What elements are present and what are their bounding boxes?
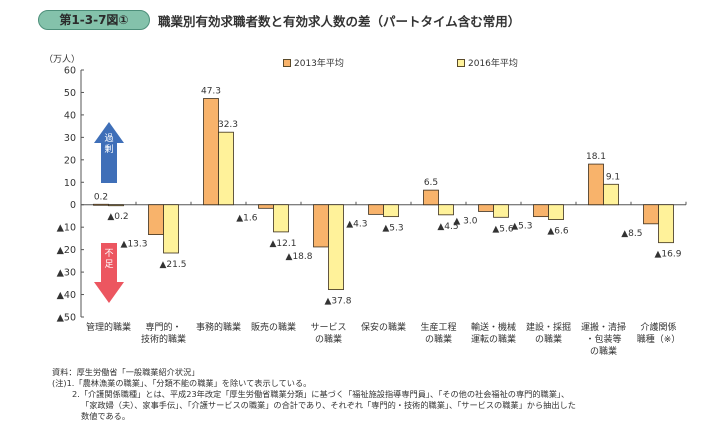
figure-number-badge: 第1-3-7図① (38, 10, 150, 30)
y-tick-label: 20 (64, 155, 76, 166)
chart-title: 職業別有効求職者数と有効求人数の差（パートタイム含む常用） (158, 14, 521, 29)
x-category-label: 生産工程 (420, 321, 456, 333)
y-tick-label: 40 (64, 110, 76, 121)
bar-2016 (328, 204, 344, 291)
x-category-label: の職業 (315, 333, 342, 345)
data-label-2016: ▲21.5 (160, 260, 187, 270)
x-category-label: 運搬・清掃 (581, 321, 626, 333)
data-label-2016: ▲12.1 (270, 239, 297, 249)
bar-2016 (383, 204, 399, 218)
bar-2013 (313, 204, 329, 248)
y-axis-unit-label: （万人） (44, 55, 81, 65)
bar-2013 (643, 204, 659, 225)
x-category-label: 販売の職業 (251, 321, 296, 333)
x-category-label: 技術的職業 (141, 333, 186, 345)
data-label-2013: ▲4.3 (346, 219, 367, 229)
y-tick-label: 30 (64, 133, 76, 144)
legend-item-2016: 2016年平均 (457, 56, 518, 69)
bar-2016 (273, 204, 289, 233)
x-category-label: 専門的・ (145, 321, 181, 333)
x-category-label: 保安の職業 (361, 321, 406, 333)
bar-2013 (93, 203, 109, 206)
data-label-2013: ▲1.6 (236, 213, 258, 223)
data-label-2013: ▲ 3.0 (453, 216, 477, 226)
bar-2016 (603, 183, 619, 206)
x-category-label: ・包装等 (585, 333, 621, 345)
x-category-label: の職業 (425, 333, 452, 345)
data-label-2016: ▲6.6 (547, 227, 569, 237)
bar-2013 (368, 204, 384, 215)
shortage-label: 不 (104, 248, 113, 259)
surplus-arrow-icon (94, 122, 124, 183)
note-1: (注)1.「農林漁業の職業」、「分類不能の職業」を除いて表示している。 (52, 378, 312, 388)
data-label-2016: ▲5.3 (382, 224, 403, 234)
note-2-line-3: 数値である。 (81, 411, 131, 421)
shortage-label: 足 (104, 259, 113, 270)
y-tick-label: 60 (64, 66, 76, 77)
y-tick-label: 0 (70, 200, 76, 211)
x-category-label: の職業 (590, 345, 617, 357)
bar-2016 (218, 131, 234, 206)
y-tick-label: ▲20 (57, 245, 76, 256)
data-label-2016: ▲37.8 (325, 297, 352, 307)
bar-2013 (203, 98, 219, 206)
bar-2013 (423, 189, 439, 206)
bar-2016 (493, 204, 509, 218)
note-2-line-2: 「家政婦（夫）、家事手伝」、「介護サービスの職業」の合計であり、それぞれ「専門的… (81, 400, 576, 410)
data-label-2013: 47.3 (201, 87, 221, 97)
bar-2013 (533, 204, 549, 218)
bar-2016 (658, 204, 674, 244)
bar-2016 (163, 204, 179, 254)
surplus-label: 剰 (104, 143, 113, 155)
data-label-2016: 32.3 (218, 120, 238, 130)
data-label-2016: ▲16.9 (655, 250, 682, 260)
bar-2016 (548, 204, 564, 220)
data-label-2013: ▲5.3 (511, 222, 532, 232)
source-note: 資料：厚生労働省「一般職業紹介状況」 (52, 367, 200, 377)
bar-2013 (588, 163, 604, 206)
data-label-2013: ▲8.5 (621, 229, 642, 239)
data-label-2013: 18.1 (586, 152, 606, 162)
data-label-2013: ▲13.3 (121, 240, 148, 250)
surplus-label: 過 (104, 133, 113, 144)
data-label-2016: 9.1 (606, 172, 620, 182)
y-tick-label: ▲50 (57, 313, 76, 324)
legend-item-2013: 2013年平均 (283, 56, 344, 69)
legend-swatch-2013 (283, 58, 291, 67)
x-category-label: 職種（※） (637, 334, 681, 345)
y-tick-label: ▲10 (57, 223, 76, 234)
x-category-label: 建設・採掘 (526, 321, 571, 333)
data-label-2013: ▲18.8 (286, 252, 313, 262)
data-label-2016: ▲0.2 (107, 212, 128, 222)
data-label-2013: 0.2 (94, 192, 108, 202)
bar-2016 (438, 204, 454, 216)
x-category-label: 輸送・機械 (471, 321, 516, 333)
bar-2013 (258, 204, 274, 209)
y-tick-label: 10 (64, 178, 76, 189)
shortage-arrow-icon (94, 243, 124, 303)
note-2-line-1: 2.「介護関係職種」とは、平成23年改定「厚生労働省職業分類」に基づく「福祉施設… (72, 389, 570, 399)
bar-2013 (478, 204, 494, 212)
y-tick-label: ▲30 (57, 268, 76, 279)
x-category-label: サービス (310, 322, 346, 333)
y-tick-label: 50 (64, 88, 76, 99)
bar-2013 (148, 204, 164, 235)
data-label-2016: ▲4.5 (437, 222, 458, 232)
data-label-2013: 6.5 (424, 178, 438, 188)
bar-2016 (108, 204, 124, 207)
x-category-label: 介護関係 (640, 321, 676, 333)
chart-notes: 資料：厚生労働省「一般職業紹介状況」 (注)1.「農林漁業の職業」、「分類不能の… (52, 367, 576, 422)
y-tick-label: ▲40 (57, 290, 76, 301)
x-category-label: 管理的職業 (86, 321, 131, 333)
legend-label-2016: 2016年平均 (468, 59, 518, 69)
legend-swatch-2016 (457, 58, 465, 67)
x-category-label: 運転の職業 (471, 333, 516, 345)
x-category-label: の職業 (535, 333, 562, 345)
data-label-2016: ▲5.6 (492, 224, 514, 234)
legend-label-2013: 2013年平均 (294, 59, 344, 69)
x-category-label: 事務的職業 (196, 321, 241, 333)
